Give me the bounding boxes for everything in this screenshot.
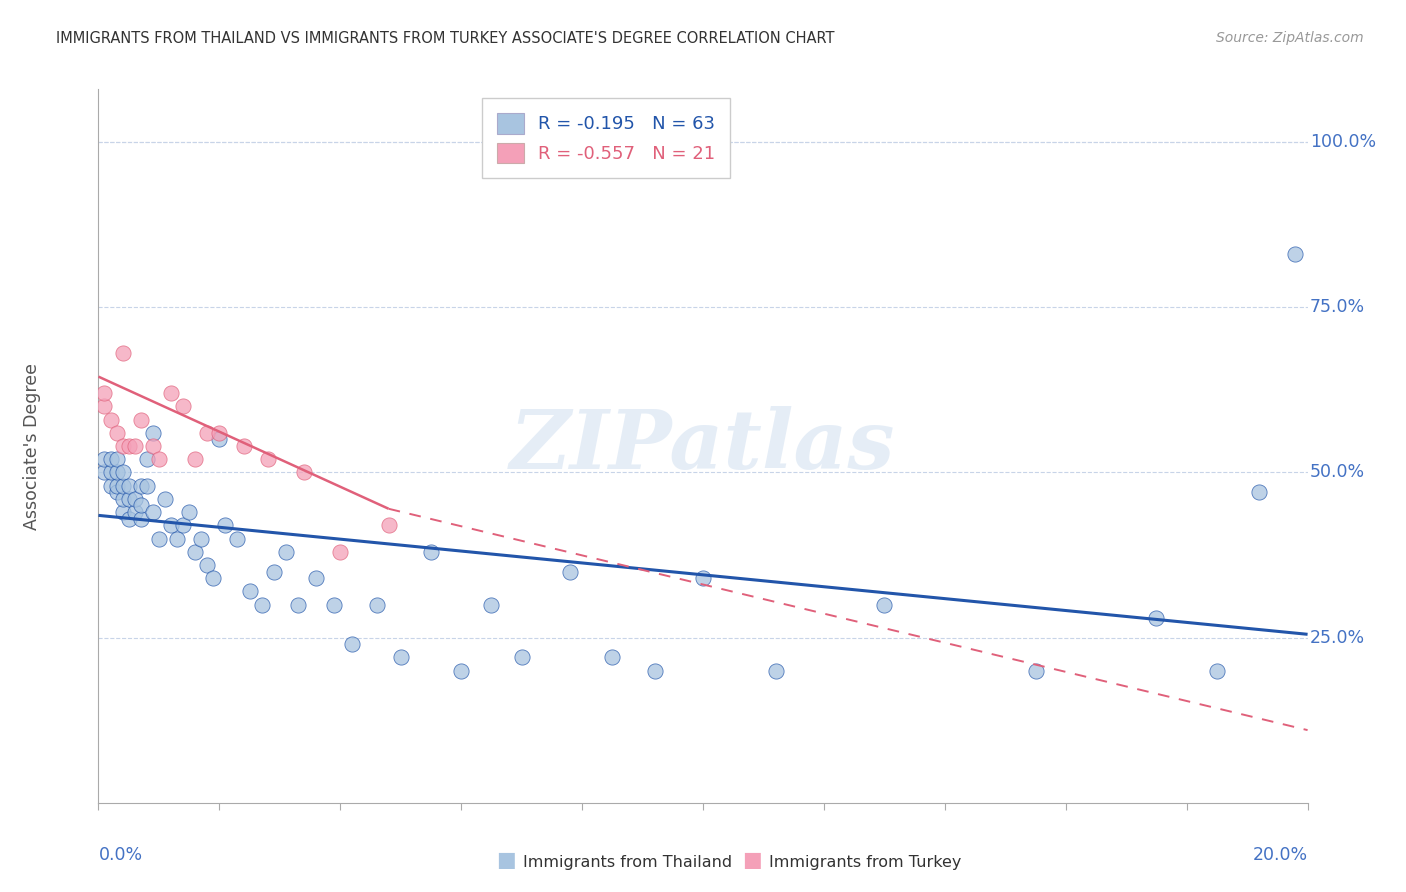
Immigrants from Turkey bbox=[377, 518, 399, 533]
Text: 20.0%: 20.0% bbox=[1253, 846, 1308, 863]
Immigrants from Thailand bbox=[419, 545, 441, 559]
Text: ■: ■ bbox=[742, 850, 762, 870]
Immigrants from Thailand bbox=[263, 565, 285, 579]
Immigrants from Thailand bbox=[1024, 664, 1046, 678]
Immigrants from Turkey bbox=[148, 452, 170, 467]
Text: 100.0%: 100.0% bbox=[1310, 133, 1376, 151]
Immigrants from Turkey bbox=[118, 439, 141, 453]
Immigrants from Thailand bbox=[142, 505, 165, 519]
Immigrants from Thailand bbox=[100, 466, 122, 480]
Immigrants from Thailand bbox=[124, 505, 146, 519]
Immigrants from Thailand bbox=[481, 598, 503, 612]
Immigrants from Thailand bbox=[118, 478, 141, 492]
Immigrants from Thailand bbox=[342, 637, 364, 651]
Immigrants from Thailand bbox=[100, 478, 122, 492]
Immigrants from Thailand bbox=[129, 511, 152, 525]
Immigrants from Thailand bbox=[208, 433, 231, 447]
Immigrants from Thailand bbox=[239, 584, 262, 599]
Immigrants from Turkey bbox=[232, 439, 254, 453]
Text: 0.0%: 0.0% bbox=[98, 846, 142, 863]
Immigrants from Thailand bbox=[1206, 664, 1229, 678]
Immigrants from Turkey bbox=[93, 400, 115, 414]
Immigrants from Thailand bbox=[226, 532, 249, 546]
Immigrants from Thailand bbox=[202, 571, 225, 585]
Immigrants from Thailand bbox=[160, 518, 183, 533]
Immigrants from Turkey bbox=[93, 386, 115, 401]
Text: IMMIGRANTS FROM THAILAND VS IMMIGRANTS FROM TURKEY ASSOCIATE'S DEGREE CORRELATIO: IMMIGRANTS FROM THAILAND VS IMMIGRANTS F… bbox=[56, 31, 835, 46]
Immigrants from Thailand bbox=[250, 598, 273, 612]
Text: ■: ■ bbox=[496, 850, 516, 870]
Immigrants from Thailand bbox=[274, 545, 297, 559]
Immigrants from Turkey bbox=[129, 412, 152, 426]
Immigrants from Thailand bbox=[190, 532, 212, 546]
Immigrants from Turkey bbox=[208, 425, 231, 440]
Immigrants from Turkey bbox=[111, 439, 134, 453]
Immigrants from Thailand bbox=[111, 478, 134, 492]
Immigrants from Thailand bbox=[135, 452, 157, 467]
Immigrants from Thailand bbox=[100, 452, 122, 467]
Immigrants from Thailand bbox=[166, 532, 188, 546]
Immigrants from Thailand bbox=[124, 491, 146, 506]
Immigrants from Thailand bbox=[366, 598, 388, 612]
Immigrants from Thailand bbox=[111, 505, 134, 519]
Immigrants from Thailand bbox=[177, 505, 201, 519]
Immigrants from Thailand bbox=[184, 545, 207, 559]
Immigrants from Thailand bbox=[105, 485, 128, 500]
Immigrants from Turkey bbox=[195, 425, 218, 440]
Immigrants from Thailand bbox=[153, 491, 176, 506]
Immigrants from Thailand bbox=[135, 478, 157, 492]
Immigrants from Turkey bbox=[292, 466, 315, 480]
Immigrants from Thailand bbox=[129, 478, 152, 492]
Text: ZIPatlas: ZIPatlas bbox=[510, 406, 896, 486]
Immigrants from Turkey bbox=[184, 452, 207, 467]
Immigrants from Turkey bbox=[111, 346, 134, 360]
Immigrants from Turkey bbox=[329, 545, 352, 559]
Immigrants from Thailand bbox=[111, 466, 134, 480]
Immigrants from Thailand bbox=[1284, 247, 1306, 261]
Immigrants from Thailand bbox=[142, 425, 165, 440]
Immigrants from Thailand bbox=[118, 491, 141, 506]
Immigrants from Turkey bbox=[142, 439, 165, 453]
Immigrants from Thailand bbox=[118, 511, 141, 525]
Immigrants from Thailand bbox=[450, 664, 472, 678]
Immigrants from Turkey bbox=[256, 452, 278, 467]
Text: Associate's Degree: Associate's Degree bbox=[22, 362, 41, 530]
Immigrants from Turkey bbox=[105, 425, 128, 440]
Immigrants from Thailand bbox=[93, 466, 115, 480]
Immigrants from Thailand bbox=[105, 452, 128, 467]
Text: Immigrants from Turkey: Immigrants from Turkey bbox=[769, 855, 962, 870]
Immigrants from Thailand bbox=[644, 664, 666, 678]
Immigrants from Thailand bbox=[129, 499, 152, 513]
Immigrants from Thailand bbox=[93, 452, 115, 467]
Immigrants from Thailand bbox=[389, 650, 412, 665]
Immigrants from Thailand bbox=[172, 518, 194, 533]
Text: 25.0%: 25.0% bbox=[1310, 629, 1365, 647]
Legend: R = -0.195   N = 63, R = -0.557   N = 21: R = -0.195 N = 63, R = -0.557 N = 21 bbox=[482, 98, 730, 178]
Text: Source: ZipAtlas.com: Source: ZipAtlas.com bbox=[1216, 31, 1364, 45]
Immigrants from Thailand bbox=[873, 598, 896, 612]
Immigrants from Thailand bbox=[602, 650, 624, 665]
Text: 50.0%: 50.0% bbox=[1310, 464, 1365, 482]
Immigrants from Turkey bbox=[160, 386, 183, 401]
Immigrants from Thailand bbox=[105, 478, 128, 492]
Immigrants from Thailand bbox=[692, 571, 714, 585]
Immigrants from Thailand bbox=[214, 518, 236, 533]
Immigrants from Thailand bbox=[510, 650, 533, 665]
Immigrants from Thailand bbox=[323, 598, 346, 612]
Immigrants from Thailand bbox=[765, 664, 787, 678]
Immigrants from Turkey bbox=[100, 412, 122, 426]
Immigrants from Thailand bbox=[195, 558, 218, 572]
Immigrants from Thailand bbox=[148, 532, 170, 546]
Immigrants from Thailand bbox=[305, 571, 328, 585]
Immigrants from Turkey bbox=[172, 400, 194, 414]
Immigrants from Thailand bbox=[558, 565, 581, 579]
Immigrants from Thailand bbox=[287, 598, 309, 612]
Immigrants from Thailand bbox=[1249, 485, 1271, 500]
Immigrants from Turkey bbox=[124, 439, 146, 453]
Immigrants from Thailand bbox=[1144, 611, 1167, 625]
Text: 75.0%: 75.0% bbox=[1310, 298, 1365, 317]
Immigrants from Thailand bbox=[105, 466, 128, 480]
Immigrants from Thailand bbox=[111, 491, 134, 506]
Text: Immigrants from Thailand: Immigrants from Thailand bbox=[523, 855, 733, 870]
